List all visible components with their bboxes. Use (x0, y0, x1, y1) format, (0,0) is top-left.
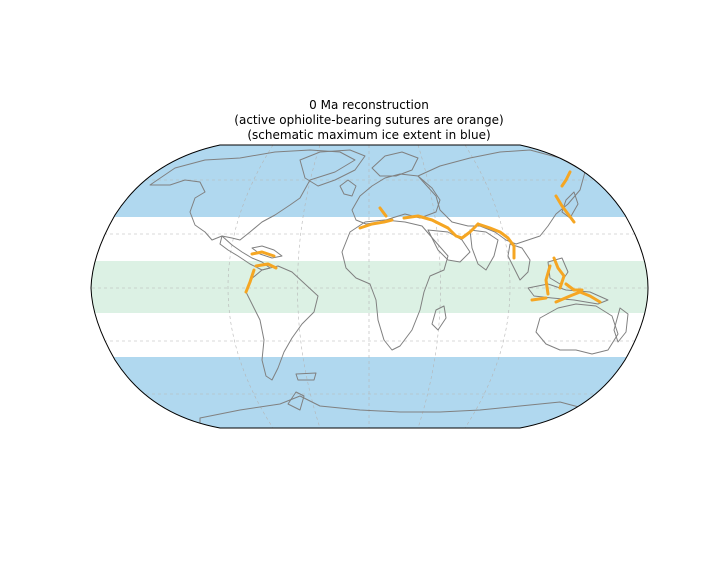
africa-coast (341, 219, 449, 351)
suture-mediterranean (358, 206, 480, 240)
suture-japan-kurils (554, 170, 576, 224)
graticule (91, 145, 648, 428)
australia-coast (535, 303, 619, 355)
suture-andes (244, 268, 256, 294)
greenland-coast (299, 149, 366, 187)
antarctic-peninsula-coast (287, 391, 305, 411)
arabia-coast (427, 229, 471, 263)
suture-new-guinea (564, 282, 584, 292)
southeast-asia-coast (507, 243, 531, 281)
coastlines (149, 149, 629, 428)
south-ice-band (91, 357, 648, 428)
map-frame (90, 144, 649, 429)
falklands-coast (295, 372, 317, 381)
british-isles-coast (339, 179, 357, 197)
japan-coast (561, 191, 579, 219)
title-line-2: (active ophiolite-bearing sutures are or… (234, 113, 503, 127)
north-america-coast (149, 149, 356, 241)
india-coast (469, 229, 499, 271)
title-line-3: (schematic maximum ice extent in blue) (247, 128, 490, 142)
sutures (244, 170, 602, 304)
north-ice-band (91, 145, 648, 217)
title-line-1: 0 Ma reconstruction (309, 98, 429, 112)
suture-sunda (530, 264, 602, 304)
caribbean-coast (251, 245, 283, 259)
scandinavia-coast (371, 151, 419, 177)
suture-caribbean (250, 250, 278, 270)
madagascar-coast (431, 305, 447, 331)
tropical-band (91, 261, 648, 313)
map-area (91, 145, 648, 428)
suture-himalaya (476, 222, 516, 260)
south-america-coast (245, 265, 319, 381)
suture-philippines (552, 256, 566, 290)
new-zealand-coast (613, 307, 629, 343)
asia-coast (417, 149, 586, 245)
